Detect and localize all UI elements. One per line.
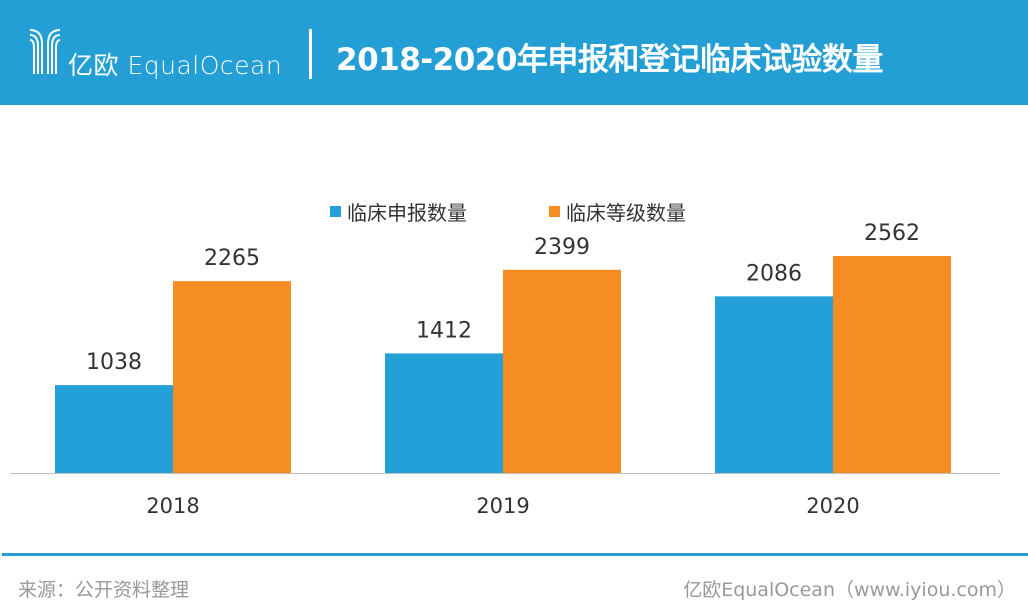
bar-2019-registration <box>503 269 621 473</box>
footer-divider <box>2 553 1028 556</box>
header-banner: 亿欧 EqualOcean 2018-2020年申报和登记临床试验数量 <box>0 0 1028 105</box>
source-note: 来源：公开资料整理 <box>18 579 190 601</box>
bar-2020-registration <box>833 256 951 473</box>
bar-2019-application <box>385 353 503 473</box>
bar-chart: 1038 2265 2018 1412 2399 2019 2086 2562 2020 临床申报… <box>10 201 1000 518</box>
equalocean-logo-icon <box>29 29 61 74</box>
data-label: 2265 <box>204 246 260 271</box>
x-tick-label: 2020 <box>806 494 859 518</box>
data-label: 2399 <box>534 235 590 260</box>
data-label: 1412 <box>416 318 472 343</box>
bar-2020-application <box>715 296 833 473</box>
header-divider <box>309 29 312 79</box>
bar-2018-application <box>55 385 173 473</box>
x-tick-label: 2019 <box>476 494 529 518</box>
legend-label: 临床申报数量 <box>347 201 467 225</box>
bar-2018-registration <box>173 281 291 473</box>
legend-label: 临床等级数量 <box>566 201 686 225</box>
logo-text: 亿欧 EqualOcean <box>68 51 283 80</box>
legend-swatch <box>549 206 560 217</box>
data-label: 2086 <box>746 261 802 286</box>
legend-swatch <box>330 206 341 217</box>
data-label: 1038 <box>86 350 142 375</box>
data-label: 2562 <box>864 221 920 246</box>
x-tick-label: 2018 <box>146 494 199 518</box>
credit-note: 亿欧EqualOcean（www.iyiou.com） <box>683 579 1016 601</box>
page-title: 2018-2020年申报和登记临床试验数量 <box>336 42 883 78</box>
